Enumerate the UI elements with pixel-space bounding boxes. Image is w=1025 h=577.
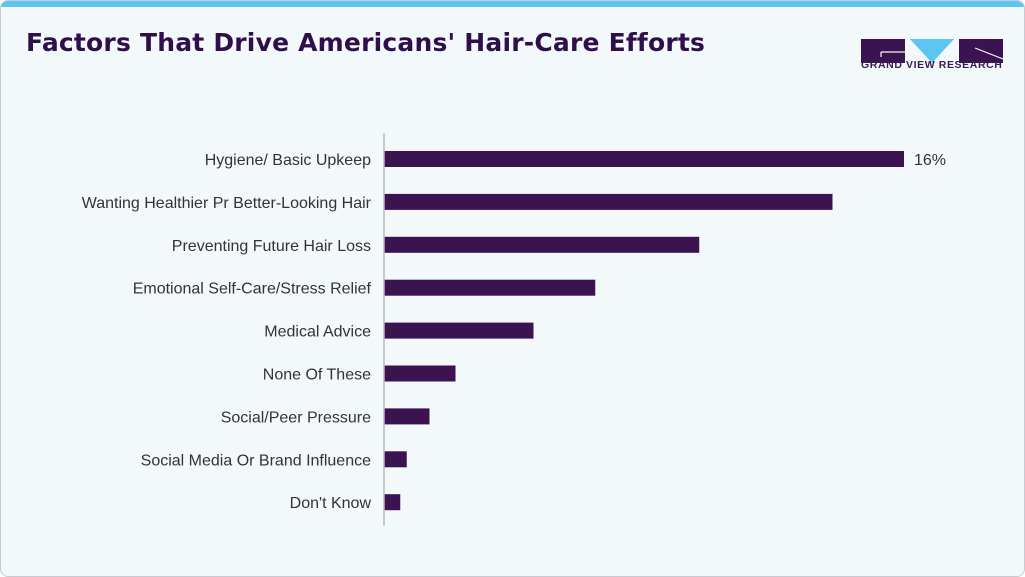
bar (384, 451, 407, 468)
category-label: Wanting Healthier Pr Better-Looking Hair (82, 195, 372, 212)
bar (384, 408, 430, 425)
bar (384, 151, 904, 167)
bar (384, 365, 456, 382)
grand-view-research-logo (861, 39, 1003, 63)
bar (384, 236, 700, 253)
category-label: Emotional Self-Care/Stress Relief (133, 281, 372, 298)
bar (384, 193, 833, 210)
data-label: 16% (914, 152, 946, 169)
chart-title: Factors That Drive Americans' Hair-Care … (26, 28, 706, 57)
category-label: None Of These (263, 367, 371, 384)
bar (384, 322, 534, 339)
bar (384, 494, 401, 511)
category-label: Hygiene/ Basic Upkeep (205, 152, 371, 169)
bar (384, 279, 596, 296)
top-accent-bar (1, 1, 1024, 7)
category-label: Social/Peer Pressure (221, 409, 371, 426)
category-label: Medical Advice (264, 324, 371, 341)
logo-text: GRAND VIEW RESEARCH (861, 59, 1003, 71)
category-label: Social Media Or Brand Influence (141, 452, 371, 469)
category-label: Don't Know (290, 495, 372, 512)
category-label: Preventing Future Hair Loss (172, 238, 371, 255)
